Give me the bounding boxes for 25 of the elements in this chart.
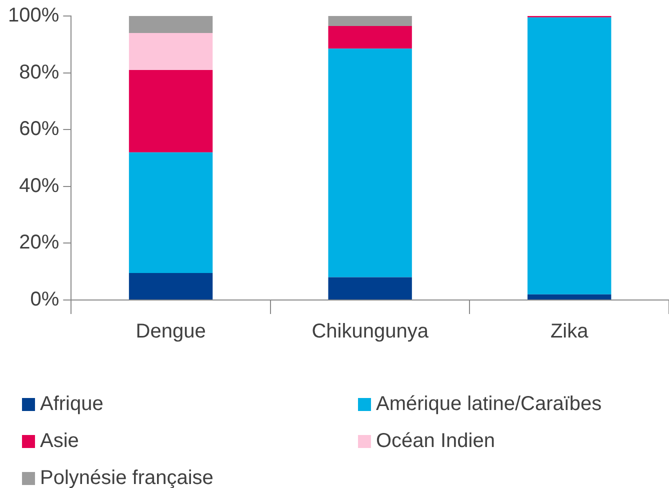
bar	[128, 33, 213, 70]
legend-label: Polynésie française	[40, 466, 214, 488]
y-tick-label: 80%	[19, 61, 60, 84]
y-tick-label: 40%	[19, 174, 60, 197]
bar	[328, 48, 412, 278]
bar	[528, 17, 612, 294]
legend-label: Amérique latine/Caraïbes	[376, 392, 602, 417]
y-tick-label: 0%	[30, 288, 60, 311]
legend-label: Afrique	[40, 392, 104, 417]
bar	[128, 70, 213, 152]
legend-label: Océan Indien	[376, 429, 495, 454]
y-tick-label: 60%	[19, 118, 60, 140]
y-tick-label: 100%	[8, 4, 60, 27]
bar	[528, 294, 612, 300]
x-tick-label: Dengue	[136, 320, 206, 343]
legend-label: Asie	[40, 429, 79, 454]
x-tick-label: Chikungunya	[312, 320, 430, 343]
bar	[328, 26, 412, 49]
x-tick-label: Zika	[550, 320, 590, 343]
bar	[128, 152, 213, 274]
y-tick-label: 20%	[19, 232, 60, 254]
bar	[128, 273, 213, 300]
bar	[328, 277, 412, 300]
bar	[328, 16, 412, 26]
bar	[128, 16, 213, 34]
